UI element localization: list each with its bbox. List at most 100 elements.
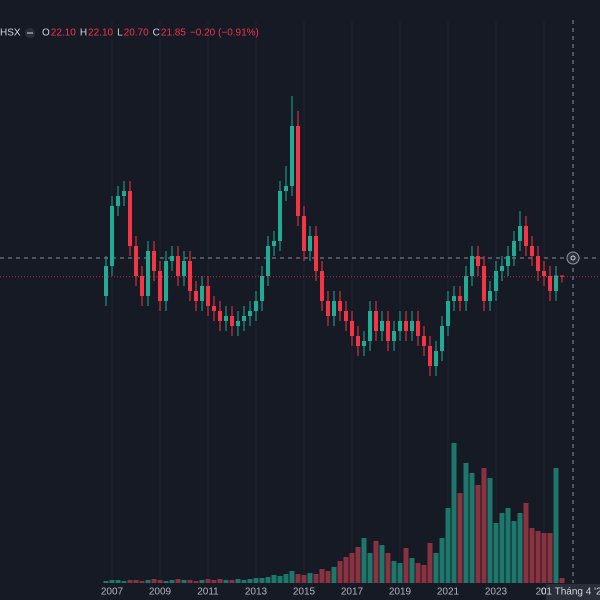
field-value: 22.10 [88, 28, 113, 39]
volume-bar [529, 528, 535, 583]
candle-body [332, 301, 336, 316]
candle-body [278, 191, 282, 241]
volume-bar [277, 576, 283, 583]
candle-body [248, 311, 252, 316]
volume-bar [391, 561, 397, 583]
candle-body [242, 316, 246, 321]
x-tick-label: 2017 [341, 587, 364, 598]
volume-bar [169, 580, 175, 583]
volume-bar [319, 569, 325, 583]
candle-body [308, 236, 312, 251]
volume-bar [217, 579, 223, 583]
volume-bar [121, 581, 127, 583]
candle-body [512, 241, 516, 256]
field-value: 21.85 [161, 28, 186, 39]
candle-body [230, 316, 234, 326]
volume-bar [211, 580, 217, 583]
x-tick-label: 2021 [437, 587, 460, 598]
volume-bar [199, 580, 205, 583]
candle-body [170, 256, 174, 261]
volume-bar [181, 580, 187, 583]
volume-bar [337, 561, 343, 583]
volume-bar [547, 533, 553, 583]
volume-bar [367, 553, 373, 583]
volume-bar [133, 580, 139, 583]
candle-body [272, 241, 276, 246]
candle-body [164, 261, 168, 301]
volume-bar [487, 478, 493, 583]
volume-bar [433, 553, 439, 583]
volume-bar [307, 573, 313, 583]
candle-body [464, 276, 468, 301]
candle-body [326, 301, 330, 316]
candle-body [158, 271, 162, 301]
volume-bar [145, 580, 151, 583]
volume-bar [223, 580, 229, 583]
volume-bar [397, 563, 403, 583]
candle-body [368, 311, 372, 341]
ohlc-fields: O 22.10 H 22.10 L 20.70 C 21.85 −0.20 (−0.91%) [42, 28, 259, 39]
crosshair-date: 01 Tháng 4 '26 [541, 587, 600, 598]
volume-bar [229, 580, 235, 583]
symbol: HSX [0, 28, 21, 39]
volume-bar [535, 531, 541, 583]
volume-bar [241, 580, 247, 583]
volume-bar [115, 580, 121, 583]
x-tick-label: 202 [536, 587, 553, 598]
volume-bar [349, 553, 355, 583]
candle-body [548, 276, 552, 291]
crosshair-button[interactable] [566, 251, 580, 265]
volume-bar [235, 579, 241, 583]
volume-bar [301, 575, 307, 583]
volume-bar [403, 548, 409, 583]
candle-body [188, 261, 192, 291]
volume-bar [421, 565, 427, 583]
candle-body [116, 196, 120, 206]
volume-bar [469, 473, 475, 583]
volume-bar [247, 579, 253, 583]
volume-bar [553, 468, 559, 583]
field-label: H [80, 28, 87, 39]
candle-body [506, 256, 510, 266]
candle-body [206, 286, 210, 306]
x-tick-label: 2011 [197, 587, 219, 598]
volume-bar [463, 463, 469, 583]
candle-body [530, 246, 534, 256]
marks [0, 96, 600, 583]
volume-bar [157, 580, 163, 583]
volume-bar [379, 545, 385, 583]
volume-bar [265, 577, 271, 583]
volume-bar [427, 543, 433, 583]
candle-body [404, 321, 408, 331]
candle-body [476, 256, 480, 266]
candle-body [524, 226, 528, 246]
candle-body [224, 316, 228, 321]
volume-bar [361, 538, 367, 583]
volume-bar [355, 547, 361, 583]
volume-bar [373, 541, 379, 583]
volume-bar [385, 553, 391, 583]
volume-bar [505, 508, 511, 583]
x-tick-label: 2019 [389, 587, 412, 598]
candle-body [260, 276, 264, 301]
x-tick-label: 2023 [485, 587, 508, 598]
volume-bar [493, 523, 499, 583]
volume-bar [139, 581, 145, 583]
volume-bar [343, 557, 349, 583]
volume-bar [517, 513, 523, 583]
candle-body [452, 296, 456, 301]
candle-body [536, 256, 540, 271]
candle-body [518, 226, 522, 241]
volume-bar [289, 571, 295, 583]
candle-body [410, 321, 414, 331]
candle-body [320, 271, 324, 301]
candle-body [440, 326, 444, 351]
volume-bar [253, 578, 259, 583]
candle-body [122, 191, 126, 196]
volume-bar [511, 521, 517, 583]
candle-body [380, 321, 384, 331]
field-value: 20.70 [124, 28, 149, 39]
candle-body [200, 286, 204, 301]
candle-body [362, 341, 366, 346]
